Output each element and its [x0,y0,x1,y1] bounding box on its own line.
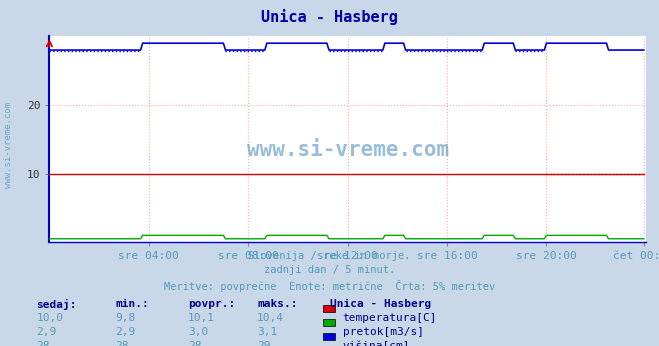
Text: 2,9: 2,9 [36,327,57,337]
Text: Slovenija / reke in morje.: Slovenija / reke in morje. [248,251,411,261]
Text: sedaj:: sedaj: [36,299,76,310]
Text: pretok[m3/s]: pretok[m3/s] [343,327,424,337]
Text: 10,1: 10,1 [188,313,215,323]
Text: 9,8: 9,8 [115,313,136,323]
Text: 3,1: 3,1 [257,327,277,337]
Text: Unica - Hasberg: Unica - Hasberg [261,9,398,25]
Text: 2,9: 2,9 [115,327,136,337]
Text: temperatura[C]: temperatura[C] [343,313,437,323]
Text: 3,0: 3,0 [188,327,208,337]
Text: zadnji dan / 5 minut.: zadnji dan / 5 minut. [264,265,395,275]
Text: višina[cm]: višina[cm] [343,341,410,346]
Text: 10,4: 10,4 [257,313,284,323]
Text: 28: 28 [115,341,129,346]
Text: povpr.:: povpr.: [188,299,235,309]
Text: 29: 29 [257,341,270,346]
Text: 28: 28 [188,341,201,346]
Text: maks.:: maks.: [257,299,297,309]
Text: 10,0: 10,0 [36,313,63,323]
Text: Meritve: povprečne  Enote: metrične  Črta: 5% meritev: Meritve: povprečne Enote: metrične Črta:… [164,280,495,292]
Text: min.:: min.: [115,299,149,309]
Text: 28: 28 [36,341,49,346]
Text: Unica - Hasberg: Unica - Hasberg [330,299,431,309]
Text: www.si-vreme.com: www.si-vreme.com [4,102,13,188]
Text: www.si-vreme.com: www.si-vreme.com [246,139,449,160]
